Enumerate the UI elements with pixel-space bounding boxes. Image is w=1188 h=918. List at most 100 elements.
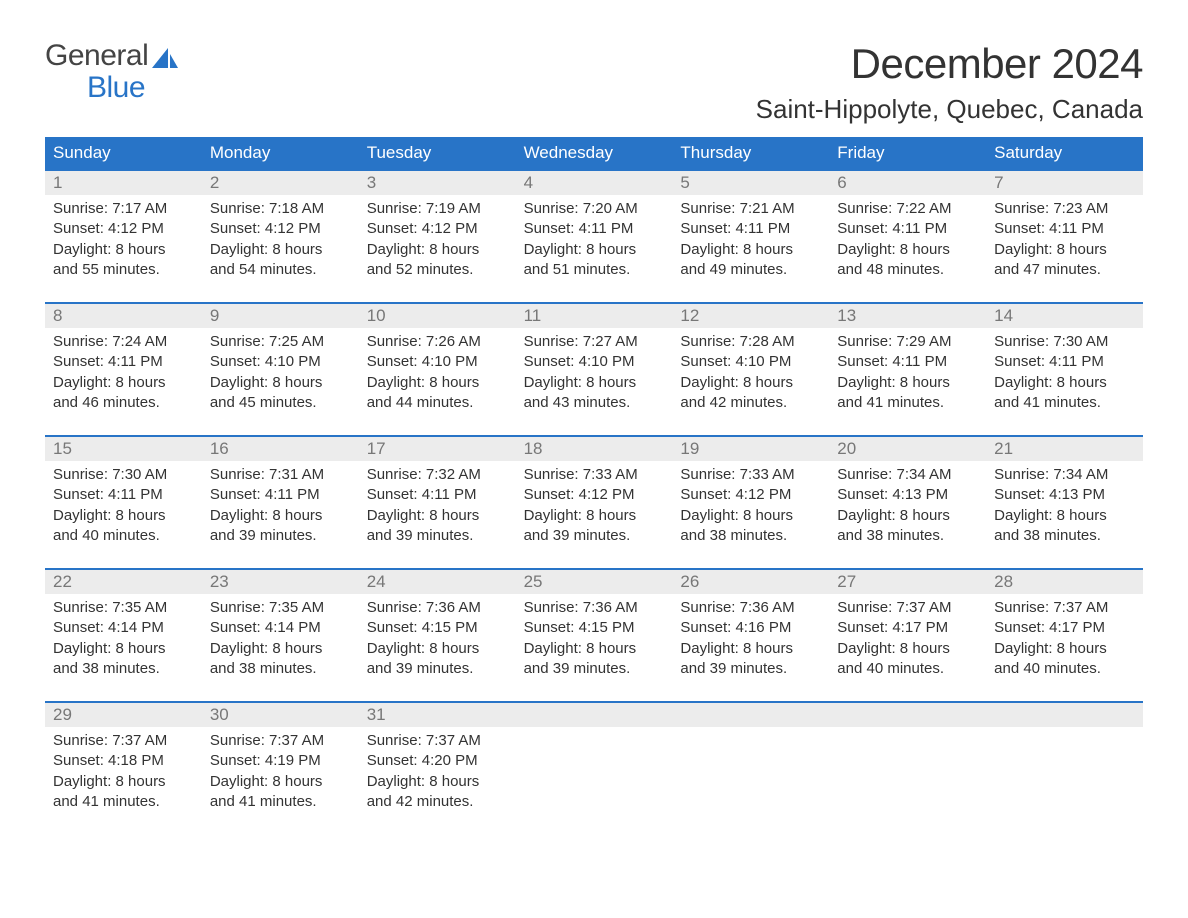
- day-number: 7: [986, 171, 1143, 195]
- day-number: 30: [202, 703, 359, 727]
- day-cell: Sunrise: 7:26 AMSunset: 4:10 PMDaylight:…: [359, 328, 516, 417]
- day-cell: Sunrise: 7:33 AMSunset: 4:12 PMDaylight:…: [516, 461, 673, 550]
- weekday-header: Saturday: [986, 137, 1143, 169]
- day-number: 17: [359, 437, 516, 461]
- daylight-2: and 38 minutes.: [680, 526, 821, 546]
- day-number: 21: [986, 437, 1143, 461]
- sunset: Sunset: 4:18 PM: [53, 751, 194, 771]
- day-cell: Sunrise: 7:34 AMSunset: 4:13 PMDaylight:…: [829, 461, 986, 550]
- weekday-header-row: SundayMondayTuesdayWednesdayThursdayFrid…: [45, 137, 1143, 169]
- daylight-1: Daylight: 8 hours: [680, 506, 821, 526]
- day-cell: Sunrise: 7:22 AMSunset: 4:11 PMDaylight:…: [829, 195, 986, 284]
- daylight-1: Daylight: 8 hours: [837, 240, 978, 260]
- day-cell: Sunrise: 7:36 AMSunset: 4:15 PMDaylight:…: [359, 594, 516, 683]
- logo-sail-icon: [152, 46, 178, 68]
- day-number: 4: [516, 171, 673, 195]
- daylight-1: Daylight: 8 hours: [210, 506, 351, 526]
- sunset: Sunset: 4:12 PM: [680, 485, 821, 505]
- sunset: Sunset: 4:12 PM: [367, 219, 508, 239]
- daylight-1: Daylight: 8 hours: [837, 506, 978, 526]
- day-cell: Sunrise: 7:24 AMSunset: 4:11 PMDaylight:…: [45, 328, 202, 417]
- day-number: 13: [829, 304, 986, 328]
- day-cell: Sunrise: 7:30 AMSunset: 4:11 PMDaylight:…: [986, 328, 1143, 417]
- sunset: Sunset: 4:11 PM: [680, 219, 821, 239]
- logo: General Blue: [45, 40, 178, 103]
- sunrise: Sunrise: 7:30 AM: [53, 465, 194, 485]
- daylight-2: and 47 minutes.: [994, 260, 1135, 280]
- sunset: Sunset: 4:10 PM: [367, 352, 508, 372]
- sunrise: Sunrise: 7:29 AM: [837, 332, 978, 352]
- sunrise: Sunrise: 7:37 AM: [994, 598, 1135, 618]
- sunrise: Sunrise: 7:33 AM: [680, 465, 821, 485]
- daylight-1: Daylight: 8 hours: [994, 639, 1135, 659]
- sunset: Sunset: 4:14 PM: [210, 618, 351, 638]
- day-number: 10: [359, 304, 516, 328]
- day-number: [516, 703, 673, 727]
- day-number: 15: [45, 437, 202, 461]
- daylight-2: and 40 minutes.: [837, 659, 978, 679]
- sunrise: Sunrise: 7:20 AM: [524, 199, 665, 219]
- sunset: Sunset: 4:17 PM: [837, 618, 978, 638]
- day-number: 11: [516, 304, 673, 328]
- daylight-1: Daylight: 8 hours: [367, 772, 508, 792]
- sunrise: Sunrise: 7:36 AM: [367, 598, 508, 618]
- daylight-1: Daylight: 8 hours: [680, 240, 821, 260]
- daylight-2: and 41 minutes.: [837, 393, 978, 413]
- daylight-1: Daylight: 8 hours: [53, 639, 194, 659]
- sunrise: Sunrise: 7:36 AM: [524, 598, 665, 618]
- top-bar: General Blue December 2024 Saint-Hippoly…: [45, 40, 1143, 137]
- day-number: 26: [672, 570, 829, 594]
- day-number: 5: [672, 171, 829, 195]
- daylight-2: and 51 minutes.: [524, 260, 665, 280]
- sunset: Sunset: 4:15 PM: [524, 618, 665, 638]
- day-cell: Sunrise: 7:25 AMSunset: 4:10 PMDaylight:…: [202, 328, 359, 417]
- sunset: Sunset: 4:11 PM: [837, 219, 978, 239]
- day-number: 1: [45, 171, 202, 195]
- day-cell: Sunrise: 7:36 AMSunset: 4:15 PMDaylight:…: [516, 594, 673, 683]
- daylight-2: and 54 minutes.: [210, 260, 351, 280]
- daylight-2: and 42 minutes.: [367, 792, 508, 812]
- daylight-2: and 42 minutes.: [680, 393, 821, 413]
- daylight-1: Daylight: 8 hours: [53, 772, 194, 792]
- day-cell: Sunrise: 7:21 AMSunset: 4:11 PMDaylight:…: [672, 195, 829, 284]
- sunset: Sunset: 4:12 PM: [53, 219, 194, 239]
- sunset: Sunset: 4:14 PM: [53, 618, 194, 638]
- day-cell: Sunrise: 7:36 AMSunset: 4:16 PMDaylight:…: [672, 594, 829, 683]
- calendar-week: 1234567Sunrise: 7:17 AMSunset: 4:12 PMDa…: [45, 169, 1143, 284]
- sunrise: Sunrise: 7:37 AM: [210, 731, 351, 751]
- daylight-1: Daylight: 8 hours: [210, 772, 351, 792]
- daylight-1: Daylight: 8 hours: [367, 240, 508, 260]
- daylight-1: Daylight: 8 hours: [524, 506, 665, 526]
- sunrise: Sunrise: 7:35 AM: [53, 598, 194, 618]
- daylight-1: Daylight: 8 hours: [53, 240, 194, 260]
- day-cell: [672, 727, 829, 816]
- sunset: Sunset: 4:15 PM: [367, 618, 508, 638]
- day-cell: Sunrise: 7:34 AMSunset: 4:13 PMDaylight:…: [986, 461, 1143, 550]
- sunrise: Sunrise: 7:19 AM: [367, 199, 508, 219]
- daylight-2: and 55 minutes.: [53, 260, 194, 280]
- sunset: Sunset: 4:20 PM: [367, 751, 508, 771]
- sunrise: Sunrise: 7:28 AM: [680, 332, 821, 352]
- sunrise: Sunrise: 7:30 AM: [994, 332, 1135, 352]
- calendar-week: 15161718192021Sunrise: 7:30 AMSunset: 4:…: [45, 435, 1143, 550]
- daylight-1: Daylight: 8 hours: [367, 639, 508, 659]
- sunset: Sunset: 4:12 PM: [210, 219, 351, 239]
- sunrise: Sunrise: 7:33 AM: [524, 465, 665, 485]
- sunset: Sunset: 4:11 PM: [994, 219, 1135, 239]
- day-cell: Sunrise: 7:37 AMSunset: 4:18 PMDaylight:…: [45, 727, 202, 816]
- day-cell: [986, 727, 1143, 816]
- daylight-2: and 38 minutes.: [837, 526, 978, 546]
- day-cell: Sunrise: 7:18 AMSunset: 4:12 PMDaylight:…: [202, 195, 359, 284]
- day-cell: Sunrise: 7:27 AMSunset: 4:10 PMDaylight:…: [516, 328, 673, 417]
- daylight-1: Daylight: 8 hours: [53, 373, 194, 393]
- daynum-band: 293031: [45, 703, 1143, 727]
- sunrise: Sunrise: 7:32 AM: [367, 465, 508, 485]
- day-cell: [516, 727, 673, 816]
- daylight-1: Daylight: 8 hours: [524, 639, 665, 659]
- daylight-2: and 46 minutes.: [53, 393, 194, 413]
- daylight-1: Daylight: 8 hours: [837, 373, 978, 393]
- day-cell: Sunrise: 7:23 AMSunset: 4:11 PMDaylight:…: [986, 195, 1143, 284]
- daylight-2: and 38 minutes.: [210, 659, 351, 679]
- day-number: 12: [672, 304, 829, 328]
- sunrise: Sunrise: 7:24 AM: [53, 332, 194, 352]
